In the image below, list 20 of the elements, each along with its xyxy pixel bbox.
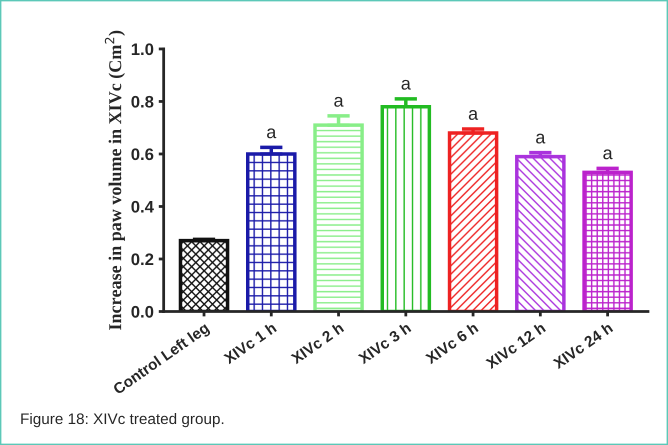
annotation: a xyxy=(402,80,411,90)
x-tick-label: XIVc 6 h xyxy=(424,322,479,364)
y-axis-title: Increase in paw volume in XIVc (Cm$^{2}$) xyxy=(104,30,125,330)
x-tick-label: XIVc 12 h xyxy=(484,322,546,370)
y-tick-label: 0.2 xyxy=(131,253,154,266)
annotation: a xyxy=(267,128,276,138)
x-tick-label: XIVc 3 h xyxy=(357,322,412,364)
annotation: a xyxy=(603,149,613,160)
y-tick-label: 1.0 xyxy=(132,43,154,56)
annotation: a xyxy=(334,96,344,107)
annotation: a xyxy=(536,134,546,144)
annotation: a xyxy=(468,110,478,120)
x-tick-label: XIVc 24 h xyxy=(552,322,614,370)
y-tick-label: 0.8 xyxy=(131,96,154,108)
y-tick-label: 0.6 xyxy=(131,148,154,160)
x-tick-label: XIVc 1 h xyxy=(222,322,277,364)
x-tick-label: XIVc 2 h xyxy=(290,322,344,364)
y-tick-label: 0.0 xyxy=(131,306,154,318)
caption: Figure 18: XIVc treated group. xyxy=(21,412,224,428)
y-tick-label: 0.4 xyxy=(131,200,154,213)
